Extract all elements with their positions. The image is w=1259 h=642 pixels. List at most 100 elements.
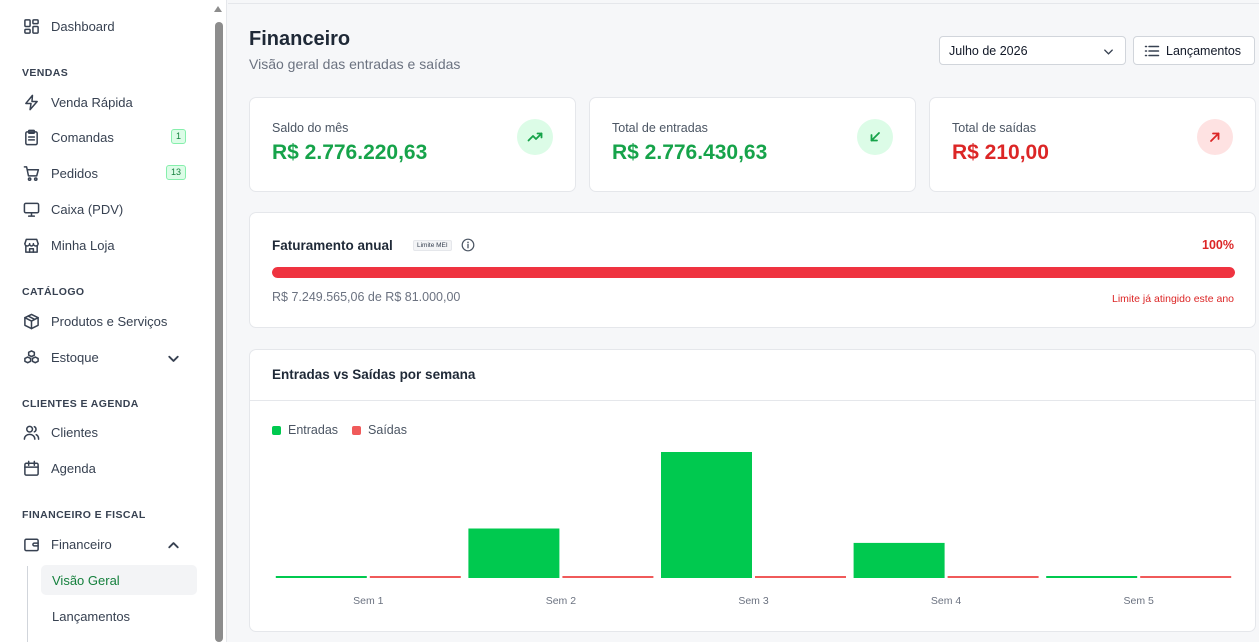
sidebar-item-venda-rapida[interactable]: Venda Rápida [22, 87, 192, 117]
month-select-value: Julho de 2026 [949, 43, 1028, 58]
sidebar-item-clientes[interactable]: Clientes [22, 417, 192, 447]
dashboard-icon [22, 17, 40, 35]
stat-label: Total de entradas [612, 121, 708, 135]
sidebar-item-financeiro[interactable]: Financeiro [22, 529, 192, 559]
sidebar-item-label: Caixa (PDV) [51, 201, 124, 217]
chevron-down-icon[interactable] [165, 350, 182, 367]
x-tick-label: Sem 2 [546, 595, 577, 607]
stat-card-saldo: Saldo do mês R$ 2.776.220,63 [249, 97, 576, 192]
bar-saidas-3[interactable] [755, 576, 846, 578]
faturamento-title: Faturamento anual [272, 238, 393, 253]
chart-divider [250, 400, 1255, 401]
calendar-icon [22, 459, 40, 477]
sidebar: Dashboard VENDAS Venda Rápida Comandas 1… [0, 0, 227, 642]
bar-entradas-3[interactable] [661, 452, 752, 578]
legend-label: Saídas [368, 423, 407, 437]
chevron-up-icon[interactable] [165, 537, 182, 554]
scroll-up-arrow-icon[interactable] [214, 6, 222, 12]
sidebar-item-produtos[interactable]: Produtos e Serviços [22, 306, 192, 336]
bar-saidas-1[interactable] [369, 576, 461, 578]
lancamentos-button-label: Lançamentos [1166, 43, 1242, 58]
bar-saidas-5[interactable] [1140, 576, 1232, 578]
top-divider [228, 3, 1259, 4]
bar-saidas-4[interactable] [947, 576, 1039, 578]
arrow-down-left-icon [857, 119, 893, 155]
sidebar-item-label: Venda Rápida [51, 94, 133, 110]
bar-entradas-1[interactable] [275, 576, 367, 578]
submenu-guide-line [27, 566, 28, 642]
stat-value: R$ 210,00 [952, 141, 1049, 164]
sidebar-item-dashboard[interactable]: Dashboard [22, 11, 192, 41]
legend-item-saidas[interactable]: Saídas [352, 423, 407, 437]
chevron-down-icon [1104, 49, 1113, 55]
sidebar-item-label: Agenda [51, 460, 96, 476]
limite-mei-badge: Limite MEI [413, 240, 452, 251]
sidebar-item-label: Clientes [51, 424, 98, 440]
comandas-count-badge: 1 [170, 129, 186, 144]
arrow-up-right-icon [1197, 119, 1233, 155]
chart-title: Entradas vs Saídas por semana [272, 367, 476, 382]
list-icon [1144, 45, 1160, 56]
wallet-icon [22, 535, 40, 553]
sidebar-item-agenda[interactable]: Agenda [22, 453, 192, 483]
section-title-catalogo: CATÁLOGO [22, 286, 85, 298]
bar-entradas-5[interactable] [1046, 576, 1138, 578]
pedidos-count-badge: 13 [165, 165, 186, 180]
cart-icon [22, 164, 40, 182]
page-subtitle: Visão geral das entradas e saídas [249, 56, 461, 72]
sidebar-item-comandas[interactable]: Comandas 1 [22, 122, 192, 152]
legend-swatch-saidas [352, 425, 362, 435]
x-tick-label: Sem 3 [738, 595, 769, 607]
stat-card-saidas: Total de saídas R$ 210,00 [929, 97, 1256, 192]
bar-entradas-4[interactable] [853, 542, 945, 578]
package-icon [22, 312, 40, 330]
month-select[interactable]: Julho de 2026 [939, 36, 1126, 65]
section-title-vendas: VENDAS [22, 67, 69, 79]
sidebar-item-caixa[interactable]: Caixa (PDV) [22, 194, 192, 224]
store-icon [22, 236, 40, 254]
faturamento-amount: R$ 7.249.565,06 de R$ 81.000,00 [272, 290, 461, 304]
sidebar-subitem-visao-geral[interactable]: Visão Geral [41, 565, 197, 595]
bar-entradas-2[interactable] [468, 528, 560, 579]
sidebar-item-label: Minha Loja [51, 237, 115, 253]
x-tick-label: Sem 4 [931, 595, 962, 607]
sidebar-item-label: Estoque [51, 349, 99, 365]
x-tick-label: Sem 5 [1124, 595, 1155, 607]
stat-label: Total de saídas [952, 121, 1037, 135]
sidebar-scrollbar-thumb[interactable] [215, 22, 223, 642]
sidebar-item-minha-loja[interactable]: Minha Loja [22, 230, 192, 260]
faturamento-progress-bar [272, 267, 1235, 278]
monitor-icon [22, 200, 40, 218]
faturamento-card: Faturamento anual Limite MEI 100% R$ 7.2… [249, 212, 1256, 328]
stat-value: R$ 2.776.430,63 [612, 141, 768, 164]
faturamento-warning: Limite já atingido este ano [1112, 293, 1234, 305]
trending-up-icon [517, 119, 553, 155]
info-icon[interactable] [461, 238, 475, 252]
chart-legend: Entradas Saídas [272, 423, 421, 437]
page-title: Financeiro [249, 28, 351, 50]
sidebar-item-label: Financeiro [51, 536, 112, 552]
sidebar-item-pedidos[interactable]: Pedidos 13 [22, 158, 192, 188]
stat-card-entradas: Total de entradas R$ 2.776.430,63 [589, 97, 916, 192]
legend-label: Entradas [288, 423, 339, 437]
section-title-financeiro-fiscal: FINANCEIRO E FISCAL [22, 509, 146, 521]
sidebar-item-estoque[interactable]: Estoque [22, 342, 192, 372]
faturamento-percent: 100% [1202, 238, 1234, 252]
chart-plot: Sem 1 Sem 2 Sem 3 Sem 4 Sem 5 [275, 452, 1232, 607]
sidebar-item-label: Produtos e Serviços [51, 313, 168, 329]
x-tick-label: Sem 1 [353, 595, 384, 607]
stat-label: Saldo do mês [272, 121, 349, 135]
sidebar-subitem-lancamentos[interactable]: Lançamentos [52, 608, 131, 624]
legend-item-entradas[interactable]: Entradas [272, 423, 338, 437]
legend-swatch-entradas [272, 425, 281, 435]
stat-value: R$ 2.776.220,63 [272, 141, 428, 164]
lightning-icon [22, 93, 40, 111]
sidebar-item-label: Comandas [51, 129, 114, 145]
chart-card: Entradas vs Saídas por semana Entradas S… [249, 349, 1256, 632]
section-title-clientes-agenda: CLIENTES E AGENDA [22, 398, 139, 410]
lancamentos-button[interactable]: Lançamentos [1133, 36, 1255, 65]
bar-saidas-2[interactable] [562, 576, 654, 578]
sidebar-item-label: Pedidos [51, 165, 98, 181]
faturamento-progress-fill [272, 267, 1235, 278]
clipboard-icon [22, 128, 40, 146]
